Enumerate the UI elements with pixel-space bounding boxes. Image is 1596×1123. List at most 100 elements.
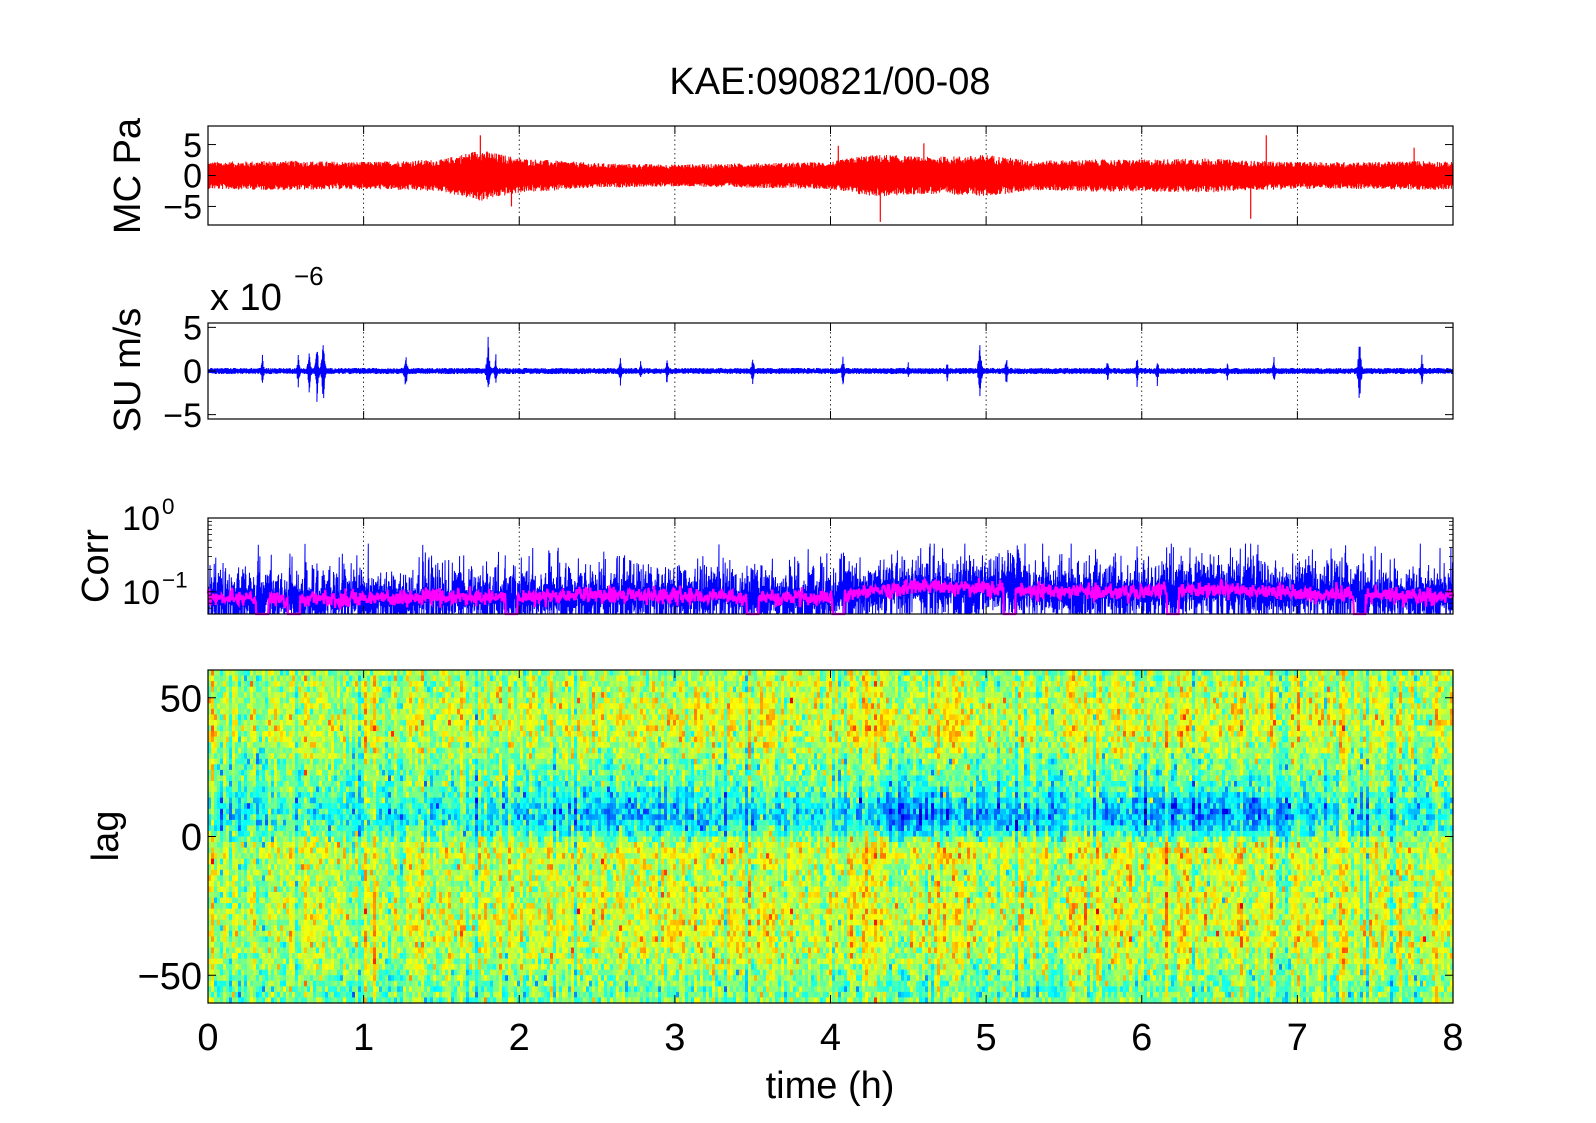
lag-heatmap-cell <box>1051 681 1055 688</box>
lag-heatmap-cell <box>1276 670 1280 677</box>
lag-heatmap-cell <box>694 692 698 699</box>
lag-heatmap-cell <box>247 681 251 688</box>
lag-heatmap-cell <box>364 681 368 688</box>
lag-heatmap-cell <box>1189 681 1193 688</box>
lag-heatmap-cell <box>637 670 641 677</box>
lag-heatmap-cell <box>343 692 347 699</box>
lag-heatmap-cell <box>1135 681 1139 688</box>
lag-heatmap-cell <box>367 681 371 688</box>
lag-heatmap-cell <box>1318 686 1322 693</box>
lag-heatmap-cell <box>364 675 368 682</box>
lag-heatmap-cell <box>1300 714 1307 721</box>
lag-heatmap-cell <box>412 686 416 693</box>
lag-heatmap-cell <box>706 675 710 682</box>
lag-heatmap-cell <box>619 692 623 699</box>
lag-heatmap-cell <box>370 670 374 677</box>
lag-heatmap-cell <box>301 686 305 693</box>
lag-heatmap-cell <box>1171 681 1175 688</box>
lag-heatmap-cell <box>763 681 767 688</box>
lag-heatmap-cell <box>937 675 941 682</box>
lag-heatmap-cell <box>640 686 644 693</box>
lag-heatmap-cell <box>1141 675 1145 682</box>
lag-heatmap-cell <box>439 686 443 693</box>
lag-heatmap-cell <box>478 681 482 688</box>
lag-heatmap-cell <box>214 675 218 682</box>
lag-heatmap-cell <box>217 681 221 688</box>
lag-heatmap-cell <box>1309 670 1313 677</box>
lag-heatmap-cell <box>1207 670 1211 677</box>
lag-heatmap-cell <box>1315 681 1319 688</box>
lag-heatmap-cell <box>1372 675 1379 682</box>
lag-heatmap-cell <box>469 670 473 677</box>
lag-heatmap-cell <box>301 692 305 699</box>
lag-heatmap-cell <box>550 675 554 682</box>
lag-heatmap-cell <box>1192 670 1196 677</box>
lag-heatmap-cell <box>472 681 476 688</box>
lag-heatmap-cell <box>502 675 506 682</box>
lag-heatmap-cell <box>823 681 827 688</box>
lag-heatmap-cell <box>1171 675 1175 682</box>
lag-heatmap-cell <box>271 675 275 682</box>
lag-heatmap-cell <box>1006 670 1010 677</box>
lag-heatmap-cell <box>394 692 398 699</box>
lag-heatmap-cell <box>778 675 782 682</box>
lag-heatmap-cell <box>634 681 638 688</box>
lag-heatmap-cell <box>544 681 548 688</box>
lag-heatmap-cell <box>1039 686 1043 693</box>
lag-heatmap-cell <box>892 692 896 699</box>
lag-heatmap-cell <box>1252 681 1256 688</box>
lag-heatmap-cell <box>817 675 821 682</box>
lag-heatmap-cell <box>298 686 302 693</box>
lag-heatmap-cell <box>1237 670 1241 677</box>
lag-heatmap-cell <box>499 681 503 688</box>
lag-heatmap-cell <box>1063 686 1067 693</box>
lag-heatmap-cell <box>946 681 950 688</box>
lag-heatmap-cell <box>718 686 722 693</box>
lag-heatmap-cell <box>1429 670 1433 677</box>
lag-heatmap-cell <box>490 670 494 677</box>
lag-heatmap-cell <box>652 675 656 682</box>
lag-heatmap-cell <box>337 670 341 677</box>
lag-heatmap-cell <box>763 686 767 693</box>
lag-heatmap-cell <box>1075 686 1079 693</box>
lag-heatmap-cell <box>1402 686 1406 693</box>
lag-heatmap-cell <box>496 681 500 688</box>
lag-heatmap-cell <box>748 675 752 682</box>
lag-heatmap-cell <box>802 692 806 699</box>
lag-heatmap-cell <box>247 670 251 677</box>
lag-heatmap-cell <box>808 670 812 677</box>
lag-heatmap-cell <box>613 686 617 693</box>
lag-heatmap-cell <box>454 670 458 677</box>
lag-heatmap-cell <box>214 686 218 693</box>
lag-heatmap-cell <box>634 692 638 699</box>
lag-heatmap-cell <box>1075 675 1079 682</box>
lag-heatmap-cell <box>808 675 812 682</box>
lag-heatmap-cell <box>238 686 242 693</box>
lag-heatmap-cell <box>874 692 878 699</box>
lag-heatmap-cell <box>1411 686 1415 693</box>
lag-heatmap-cell <box>331 692 335 699</box>
lag-heatmap-cell <box>685 670 689 677</box>
lag-heatmap-cell <box>1330 681 1334 688</box>
lag-heatmap-cell <box>949 714 956 721</box>
lag-heatmap-cell <box>730 686 734 693</box>
lag-heatmap-cell <box>526 675 530 682</box>
su-series-line <box>207 336 1454 402</box>
lag-heatmap-cell <box>934 675 938 682</box>
lag-heatmap-cell <box>895 692 899 699</box>
lag-heatmap-cell <box>466 670 470 677</box>
lag-heatmap-cell <box>316 670 320 677</box>
lag-heatmap-cell <box>712 692 716 699</box>
lag-heatmap-cell <box>1264 670 1268 677</box>
lag-heatmap-cell <box>1240 675 1244 682</box>
lag-heatmap-cell <box>577 670 581 677</box>
lag-heatmap-cell <box>976 686 980 693</box>
lag-heatmap-cell <box>1351 686 1355 693</box>
lag-heatmap-cell <box>1006 681 1010 688</box>
lag-heatmap-cell <box>1222 670 1226 677</box>
lag-heatmap-cell <box>454 692 458 699</box>
lag-heatmap-cell <box>835 686 839 693</box>
lag-heatmap-cell <box>538 675 542 682</box>
lag-heatmap-cell <box>250 670 254 677</box>
lag-heatmap-cell <box>985 670 989 677</box>
